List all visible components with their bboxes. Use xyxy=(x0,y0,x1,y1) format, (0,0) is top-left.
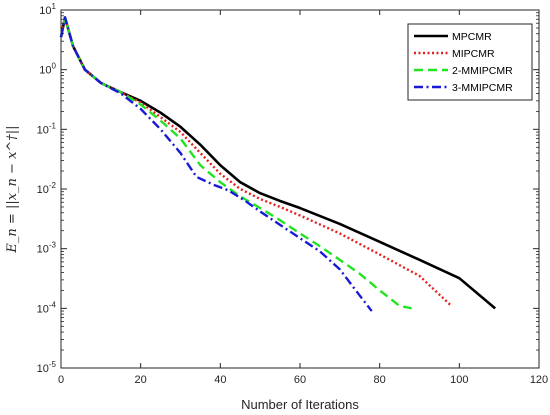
series-line-2-mmipcmr xyxy=(59,16,412,310)
y-tick-label: 10-3 xyxy=(37,241,57,256)
x-tick-label: 20 xyxy=(135,374,147,386)
series-layer xyxy=(59,16,497,312)
x-tick-label: 80 xyxy=(374,374,386,386)
y-axis-ticks: 101 100 10-1 10-2 10-3 10-4 10-5 xyxy=(37,2,539,375)
x-tick-label: 100 xyxy=(450,374,468,386)
legend-label-mipcmr: MIPCMR xyxy=(452,48,495,60)
series-line-3-mmipcmr xyxy=(59,16,373,312)
y-tick-label: 10-5 xyxy=(37,360,57,375)
x-axis-label: Number of Iterations xyxy=(241,397,359,412)
x-axis-ticks: 0 20 40 60 80 100 120 xyxy=(58,10,548,386)
y-axis-label-text: E_n = ||x_n − x^†|| xyxy=(5,125,20,253)
x-tick-label: 120 xyxy=(530,374,548,386)
series-line-mipcmr xyxy=(59,16,453,307)
x-tick-label: 0 xyxy=(58,374,64,386)
legend: MPCMR MIPCMR 2-MMIPCMR 3-MMIPCMR xyxy=(407,23,533,101)
y-tick-label: 10-2 xyxy=(37,181,57,196)
y-tick-label: 10-1 xyxy=(37,121,57,136)
legend-label-2-mmipcmr: 2-MMIPCMR xyxy=(452,65,513,77)
legend-label-3-mmipcmr: 3-MMIPCMR xyxy=(452,82,513,94)
y-axis-label: E_n = ||x_n − x^†|| xyxy=(5,125,20,253)
x-tick-label: 40 xyxy=(214,374,226,386)
y-tick-label: 101 xyxy=(39,2,56,17)
y-tick-label: 10-4 xyxy=(37,300,57,315)
x-tick-label: 60 xyxy=(294,374,306,386)
y-tick-label: 100 xyxy=(39,62,56,77)
legend-label-mpcmr: MPCMR xyxy=(452,31,492,43)
